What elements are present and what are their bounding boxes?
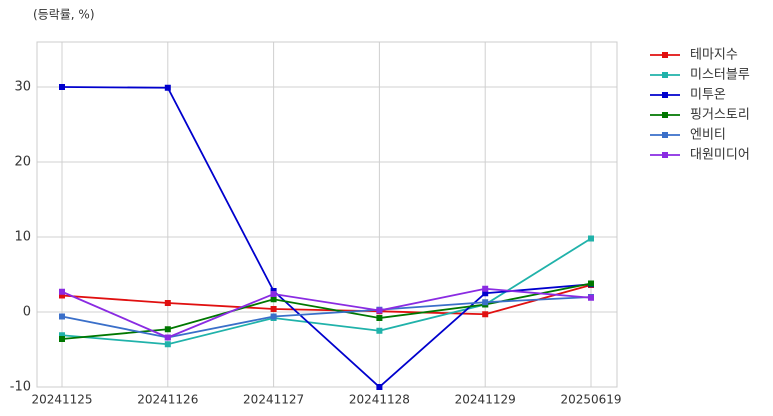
marker [59, 84, 65, 90]
marker [376, 315, 383, 321]
legend-label: 대원미디어 [690, 148, 750, 163]
legend-marker [662, 152, 668, 158]
marker [376, 307, 383, 314]
marker [588, 235, 594, 242]
legend-label: 미스터블루 [690, 68, 750, 83]
legend-marker [662, 92, 668, 98]
chart-title: (등락률, %) [33, 8, 95, 22]
line [61, 284, 592, 316]
marker [59, 332, 65, 339]
marker [164, 334, 171, 341]
legend-marker [662, 72, 668, 78]
x-tick-label: 20241129 [455, 393, 516, 407]
marker [376, 327, 383, 334]
x-tick-label: 20241125 [31, 393, 92, 407]
legend-label: 미투온 [690, 88, 726, 103]
y-tick-label: -10 [10, 380, 31, 395]
marker [482, 285, 489, 292]
x-tick-label: 20241128 [349, 393, 410, 407]
x-tick-label: 20241126 [137, 393, 198, 407]
plot-frame [36, 41, 618, 388]
line [61, 296, 592, 339]
line [61, 287, 592, 339]
x-tick-label: 20250619 [560, 393, 621, 407]
marker [59, 313, 65, 320]
x-tick-label: 20241127 [243, 393, 304, 407]
y-tick-label: 20 [14, 155, 31, 170]
line [61, 237, 592, 346]
marker [59, 336, 65, 342]
y-tick-label: 30 [14, 80, 31, 95]
marker [164, 326, 171, 333]
line [61, 86, 592, 389]
legend-label: 엔비티 [690, 128, 726, 143]
marker [588, 294, 594, 301]
marker [164, 84, 171, 91]
legend-label: 핑거스토리 [690, 108, 750, 123]
marker [376, 384, 383, 390]
legend-marker [662, 112, 668, 118]
marker [270, 296, 277, 303]
legend-label: 테마지수 [690, 48, 738, 63]
marker [482, 299, 489, 306]
y-tick-label: 10 [14, 230, 31, 245]
marker [270, 306, 277, 312]
marker [164, 341, 171, 348]
marker [59, 288, 65, 295]
y-tick-label: 0 [23, 305, 31, 320]
marker [588, 280, 594, 287]
legend-marker [662, 52, 668, 58]
marker [270, 313, 277, 320]
marker [482, 290, 489, 297]
marker [482, 311, 489, 318]
marker [270, 291, 277, 297]
marker [164, 300, 171, 306]
legend-marker [662, 132, 668, 138]
marker [59, 292, 65, 299]
